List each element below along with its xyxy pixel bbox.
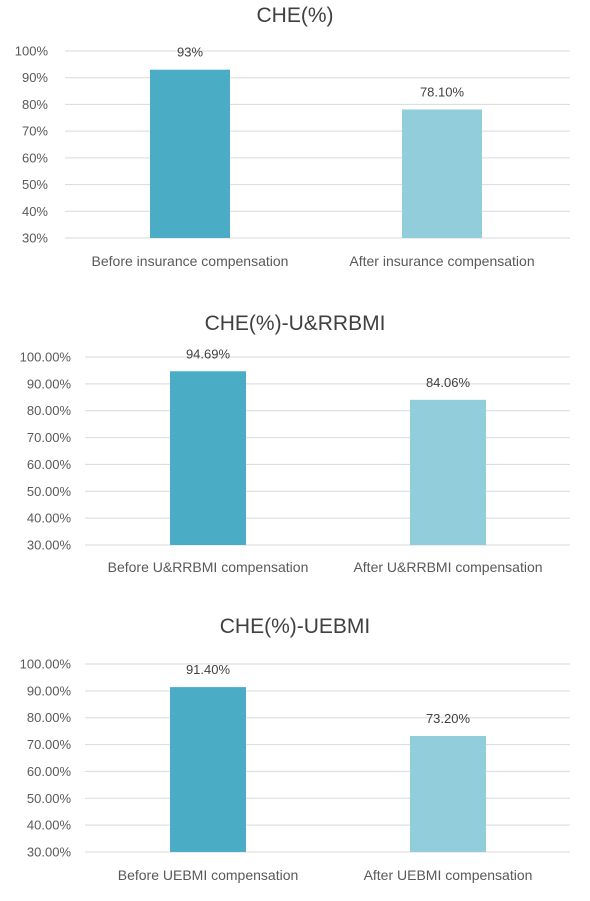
y-tick-label: 70% (22, 124, 48, 139)
data-label: 78.10% (420, 85, 465, 100)
y-tick-label: 80.00% (27, 710, 72, 725)
data-label: 94.69% (186, 346, 231, 361)
y-tick-label: 30% (22, 231, 48, 246)
category-label: After UEBMI compensation (364, 867, 533, 883)
y-tick-label: 30.00% (27, 845, 72, 860)
chart-2: CHE(%)-U&RRBMI 30.00% 40.00% 50.00% 60.00% 70… (20, 312, 570, 575)
y-tick-label: 60.00% (27, 764, 72, 779)
y-tick-label: 70.00% (27, 737, 72, 752)
chart-3: CHE(%)-UEBMI 30.00% 40.00% 50.00% 60.00% 70.0… (20, 615, 570, 883)
bar (170, 687, 246, 852)
y-tick-label: 100.00% (20, 350, 72, 365)
chart-title: CHE(%)-U&RRBMI (205, 312, 386, 335)
y-tick-label: 90% (22, 70, 48, 85)
bar (150, 69, 230, 238)
data-label: 73.20% (426, 711, 471, 726)
category-label: After insurance compensation (349, 253, 534, 269)
y-tick-label: 50% (22, 177, 48, 192)
y-tick-label: 90.00% (27, 683, 72, 698)
bar (402, 109, 482, 238)
y-tick-label: 100.00% (20, 657, 72, 672)
data-label: 84.06% (426, 375, 471, 390)
y-tick-label: 80% (22, 97, 48, 112)
category-label: After U&RRBMI compensation (353, 559, 542, 575)
y-tick-label: 80.00% (27, 403, 72, 418)
y-tick-label: 40% (22, 204, 48, 219)
y-tick-label: 90.00% (27, 376, 72, 391)
category-label: Before U&RRBMI compensation (108, 559, 309, 575)
bar (410, 735, 486, 852)
y-tick-label: 70.00% (27, 430, 72, 445)
chart-title: CHE(%)-UEBMI (220, 615, 371, 638)
y-tick-label: 100% (15, 44, 49, 59)
data-label: 91.40% (186, 662, 231, 677)
chart-1: CHE(%) 30% 40% 50% 60% 70% 80% 90% 100% 93% Before… (15, 4, 570, 269)
category-label: Before insurance compensation (92, 253, 289, 269)
y-tick-label: 60% (22, 150, 48, 165)
y-tick-label: 30.00% (27, 538, 72, 553)
y-tick-label: 60.00% (27, 457, 72, 472)
chart-title: CHE(%) (257, 4, 334, 27)
data-label: 93% (177, 45, 203, 60)
bar (410, 399, 486, 545)
y-tick-label: 40.00% (27, 818, 72, 833)
y-tick-label: 40.00% (27, 511, 72, 526)
category-label: Before UEBMI compensation (118, 867, 299, 883)
y-tick-label: 50.00% (27, 484, 72, 499)
bar (170, 371, 246, 545)
y-tick-label: 50.00% (27, 791, 72, 806)
